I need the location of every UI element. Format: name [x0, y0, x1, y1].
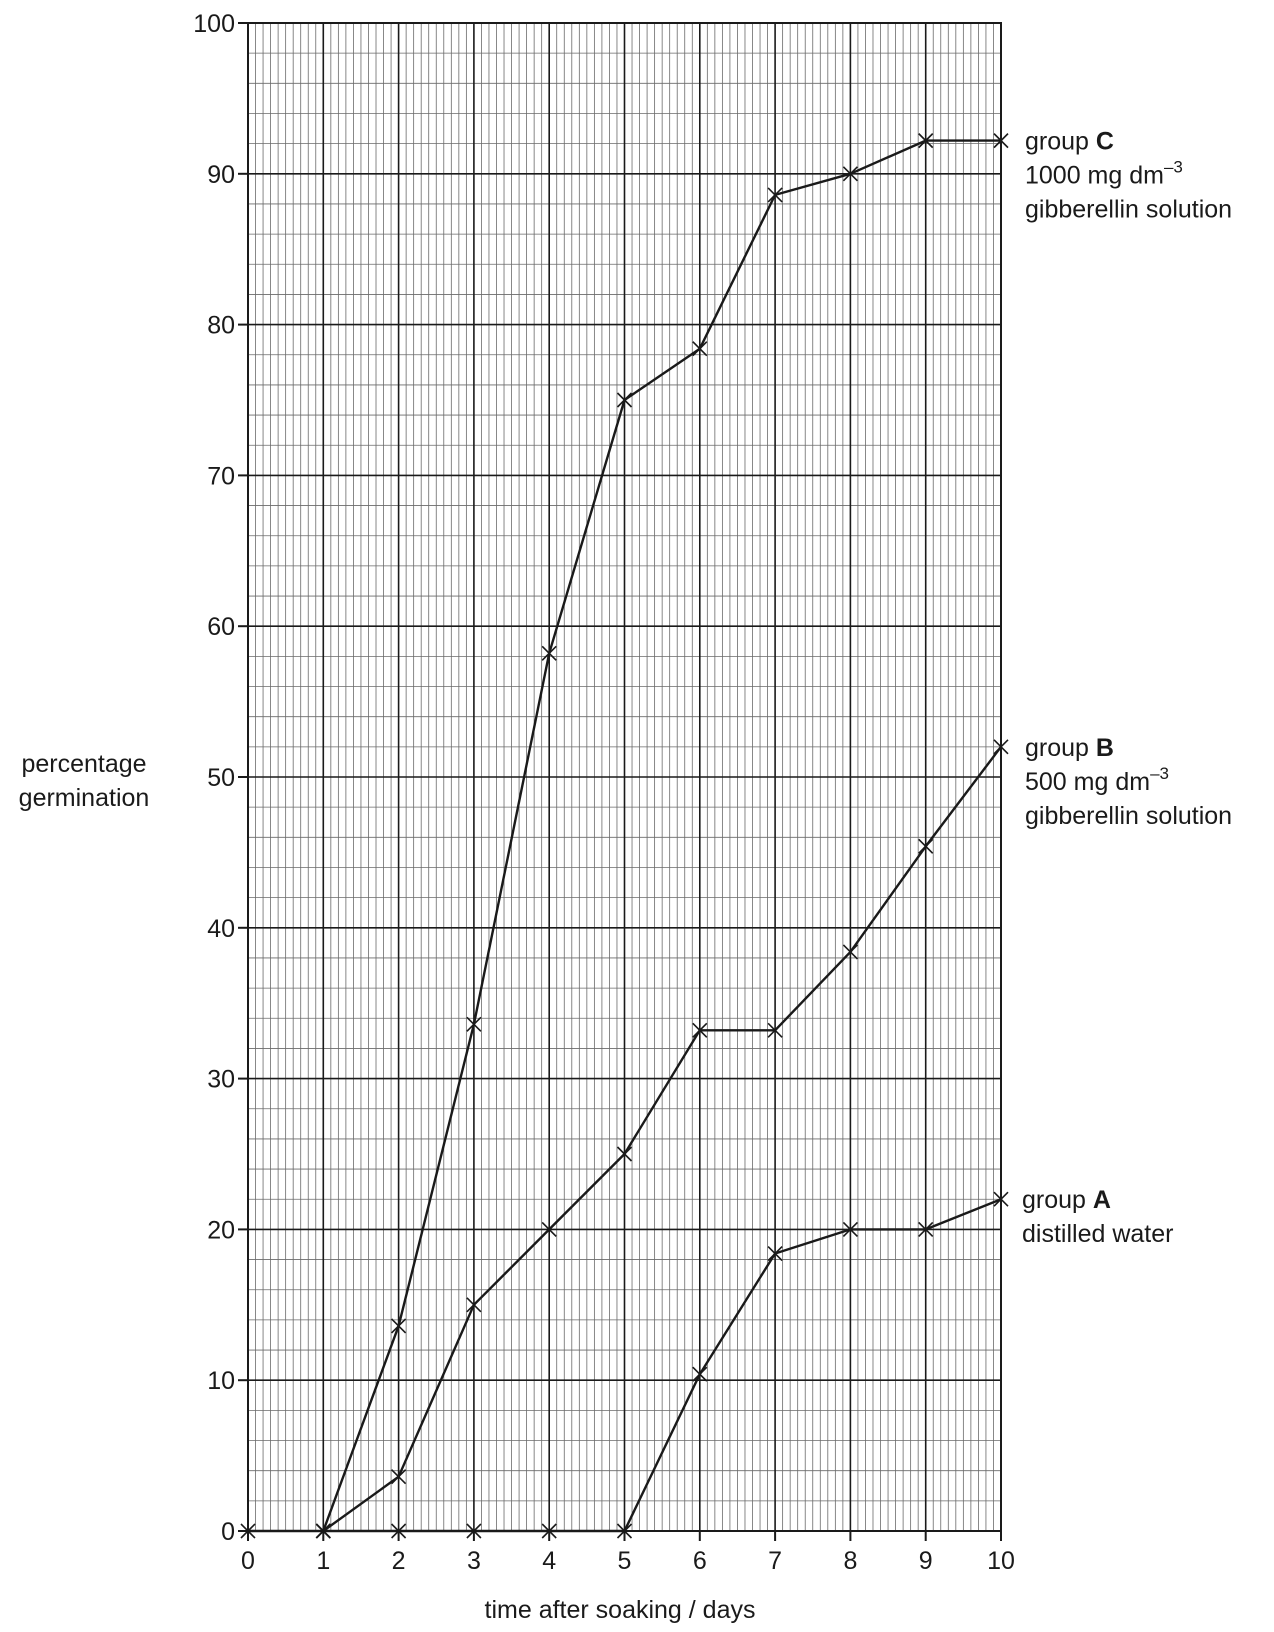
x-tick-label: 9	[919, 1547, 933, 1575]
y-tick-label: 70	[207, 462, 235, 490]
data-point-c	[315, 1523, 331, 1539]
series-label-title: group B	[1025, 734, 1114, 762]
x-axis-label: time after soaking / days	[485, 1596, 756, 1624]
y-tick-label: 20	[207, 1216, 235, 1244]
data-point-c	[391, 1318, 407, 1334]
y-tick-label: 0	[221, 1518, 235, 1546]
series-points	[240, 133, 1009, 1539]
data-point-a	[541, 1523, 557, 1539]
data-point-a	[918, 1221, 934, 1237]
y-tick-label: 30	[207, 1066, 235, 1094]
x-tick-label: 1	[316, 1547, 330, 1575]
series-label-a: group A distilled water	[1022, 1186, 1173, 1248]
data-point-c	[993, 133, 1009, 149]
data-point-b	[541, 1221, 557, 1237]
series-label-line: 1000 mg dm–3	[1025, 158, 1183, 190]
y-tick-label: 40	[207, 915, 235, 943]
series-label-line: 500 mg dm–3	[1025, 764, 1169, 796]
y-tick-label: 50	[207, 764, 235, 792]
y-tick-label: 80	[207, 312, 235, 340]
series-line-b	[322, 746, 1002, 1532]
y-tick-label: 100	[193, 10, 235, 38]
series-label-title: group A	[1022, 1186, 1111, 1214]
data-point-c	[842, 166, 858, 182]
x-tick-label: 4	[542, 1547, 556, 1575]
x-tick-label: 7	[768, 1547, 782, 1575]
data-point-a	[466, 1523, 482, 1539]
data-point-a	[240, 1523, 256, 1539]
data-point-b	[767, 1022, 783, 1038]
data-point-c	[466, 1016, 482, 1032]
series-label-title: group C	[1025, 128, 1114, 156]
series-label-line: gibberellin solution	[1025, 196, 1232, 224]
data-point-b	[466, 1297, 482, 1313]
y-tick-label: 10	[207, 1367, 235, 1395]
data-point-c	[767, 187, 783, 203]
series-line-c	[322, 139, 1001, 1532]
data-point-c	[616, 392, 633, 408]
data-point-a	[692, 1366, 708, 1382]
y-tick-label: 90	[207, 161, 235, 189]
data-point-a	[616, 1523, 633, 1539]
data-point-b	[842, 944, 858, 960]
data-point-a	[391, 1523, 407, 1539]
data-point-c	[541, 645, 557, 661]
data-point-b	[918, 838, 934, 854]
data-point-c	[692, 341, 708, 357]
series-label-line: distilled water	[1022, 1220, 1173, 1248]
x-tick-label: 5	[618, 1547, 632, 1575]
data-point-a	[842, 1221, 858, 1237]
x-tick-label: 6	[693, 1547, 707, 1575]
data-point-b	[616, 1146, 633, 1162]
y-tick-labels: 0 10 20 30 40 50 60 70 80 90 100	[193, 10, 235, 1546]
x-tick-label: 3	[467, 1547, 481, 1575]
data-point-a	[993, 1191, 1009, 1207]
x-tick-label: 2	[392, 1547, 406, 1575]
axes	[238, 22, 1002, 1541]
data-point-b	[391, 1469, 407, 1485]
series-label-line: gibberellin solution	[1025, 802, 1232, 830]
y-axis-label-line-1: percentage	[21, 750, 146, 778]
x-tick-label: 10	[987, 1547, 1015, 1575]
data-point-c	[918, 133, 934, 149]
y-axis-label-line-2: germination	[19, 784, 150, 812]
data-point-a	[767, 1245, 783, 1262]
data-point-b	[692, 1022, 708, 1038]
y-tick-label: 60	[207, 613, 235, 641]
x-tick-labels: 0 1 2 3 4 5 6 7 8 9 10	[241, 1547, 1015, 1575]
x-tick-label: 0	[241, 1547, 255, 1575]
x-tick-label: 8	[843, 1547, 857, 1575]
data-point-b	[993, 739, 1009, 755]
